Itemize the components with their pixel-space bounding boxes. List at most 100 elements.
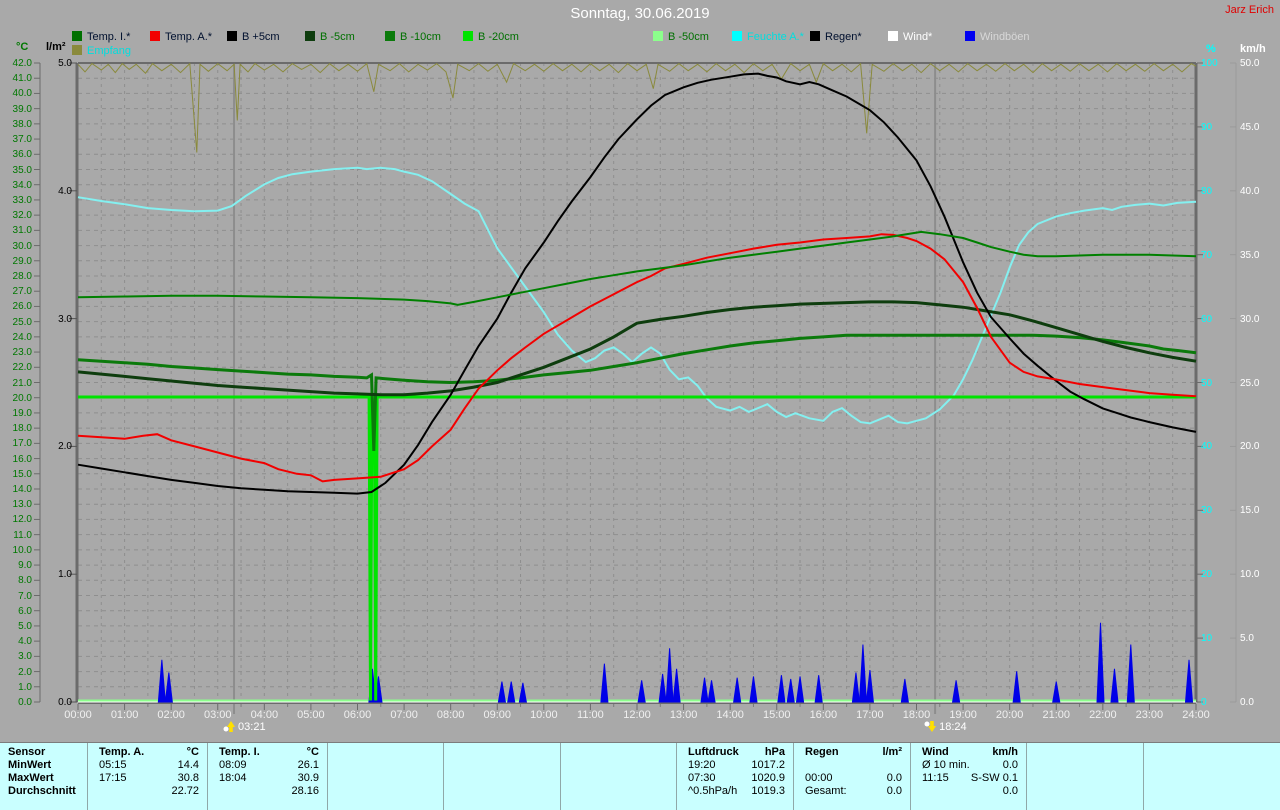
y-tick-percent: 70 bbox=[1201, 249, 1213, 261]
y-tick-celsius: 4.0 bbox=[18, 636, 32, 648]
y-tick-celsius: 32.0 bbox=[12, 210, 32, 222]
series-windb-en-spike bbox=[900, 678, 909, 703]
y-tick-lm2: 2.0 bbox=[58, 441, 72, 453]
table-header-unit: hPa bbox=[764, 746, 785, 758]
legend-item-b-50cm[interactable]: B -50cm bbox=[653, 31, 709, 43]
y-tick-celsius: 10.0 bbox=[12, 544, 32, 556]
legend-item-empfang[interactable]: Empfang bbox=[72, 45, 131, 57]
table-cell-time: 05:15 bbox=[99, 759, 127, 771]
y-tick-kmh: 15.0 bbox=[1240, 505, 1260, 517]
legend-item-regen[interactable]: Regen* bbox=[810, 31, 862, 43]
x-tick-hour: 24:00 bbox=[1182, 709, 1210, 721]
x-tick-hour: 05:00 bbox=[297, 709, 325, 721]
series-temp-i-line bbox=[77, 230, 1197, 306]
table-cell-time: ^0.5hPa/h bbox=[688, 785, 738, 797]
y-tick-kmh: 50.0 bbox=[1240, 58, 1260, 69]
table-data-row: 28.16 bbox=[207, 785, 327, 798]
table-header-name: Temp. I. bbox=[219, 746, 260, 758]
series-windb-en-spike bbox=[786, 678, 795, 703]
series-windb-en-spike bbox=[865, 669, 874, 703]
y-tick-kmh: 10.0 bbox=[1240, 569, 1260, 581]
legend-color-swatch bbox=[810, 31, 820, 41]
table-column-divider bbox=[793, 743, 794, 810]
table-cell-value: 26.1 bbox=[297, 759, 319, 771]
legend-item-temp-a[interactable]: Temp. A.* bbox=[150, 31, 212, 43]
legend-color-swatch bbox=[732, 31, 742, 41]
y-tick-celsius: 24.0 bbox=[12, 331, 32, 343]
series-b-5cm-line bbox=[77, 300, 1197, 397]
table-column-wind: Wind km/h Ø 10 min. 0.0 11:15 S-SW 0.1 0.0 bbox=[910, 743, 1026, 810]
legend-item-feuchte-a[interactable]: Feuchte A.* bbox=[732, 31, 804, 43]
table-row-label: Sensor bbox=[8, 746, 46, 758]
table-cell-value: 0.0 bbox=[1002, 785, 1018, 797]
legend-color-swatch bbox=[653, 31, 663, 41]
table-cell-value: 1019.3 bbox=[751, 785, 785, 797]
y-tick-celsius: 29.0 bbox=[12, 255, 32, 267]
series-windb-en-spike bbox=[1184, 659, 1194, 703]
x-tick-hour: 14:00 bbox=[716, 709, 744, 721]
table-cell-value: 30.9 bbox=[297, 772, 319, 784]
y-tick-celsius: 3.0 bbox=[18, 651, 32, 663]
x-tick-hour: 11:00 bbox=[577, 709, 604, 721]
table-column-header: Temp. A. °C bbox=[87, 746, 207, 759]
sunrise-icon bbox=[222, 720, 236, 734]
table-cell-value: S-SW 0.1 bbox=[970, 772, 1018, 784]
series-windb-en-spike bbox=[952, 680, 961, 703]
table-data-row: Gesamt: 0.0 bbox=[793, 785, 910, 798]
series-b-10cm-line bbox=[77, 333, 1197, 452]
x-tick-hour: 07:00 bbox=[390, 709, 418, 721]
legend-item-label: Wind* bbox=[903, 31, 933, 43]
series-windb-en-spike bbox=[600, 663, 609, 703]
legend-item-b-5cm[interactable]: B -5cm bbox=[305, 31, 355, 43]
x-tick-hour: 09:00 bbox=[483, 709, 512, 721]
y-tick-celsius: 40.0 bbox=[12, 88, 32, 100]
series-windb-en-spike bbox=[157, 659, 166, 703]
y-tick-percent: 0 bbox=[1201, 697, 1207, 708]
y-tick-percent: 100 bbox=[1201, 58, 1218, 69]
series-windb-en-spike bbox=[497, 681, 507, 703]
legend-item-b-10cm[interactable]: B -10cm bbox=[385, 31, 441, 43]
table-column-divider bbox=[560, 743, 561, 810]
y-tick-percent: 20 bbox=[1201, 569, 1213, 581]
table-cell-value: 0.0 bbox=[1002, 759, 1018, 771]
y-tick-lm2: 4.0 bbox=[58, 185, 72, 197]
table-data-row: 0.0 bbox=[910, 785, 1026, 798]
legend-color-swatch bbox=[150, 31, 160, 41]
table-cell-time: Ø 10 min. bbox=[922, 759, 970, 771]
y-tick-celsius: 37.0 bbox=[12, 134, 32, 146]
table-data-row: 05:15 14.4 bbox=[87, 759, 207, 772]
table-cell-time: 11:15 bbox=[922, 772, 949, 784]
table-data-row: 07:30 1020.9 bbox=[676, 772, 793, 785]
x-tick-hour: 16:00 bbox=[809, 709, 838, 721]
legend-item-b-20cm[interactable]: B -20cm bbox=[463, 31, 519, 43]
legend-item-b-5cm[interactable]: B +5cm bbox=[227, 31, 280, 43]
x-tick-hour: 22:00 bbox=[1089, 709, 1117, 721]
y-tick-celsius: 17.0 bbox=[12, 438, 32, 450]
table-cell-time: 17:15 bbox=[99, 772, 127, 784]
table-data-row: 19:20 1017.2 bbox=[676, 759, 793, 772]
series-windb-en-spike bbox=[665, 648, 674, 703]
y-tick-percent: 90 bbox=[1201, 121, 1213, 133]
chart-plot-area bbox=[34, 62, 1237, 714]
table-cell-value: 1017.2 bbox=[751, 759, 785, 771]
table-cell-value: 0.0 bbox=[886, 772, 902, 784]
series-windb-en-spike bbox=[707, 680, 716, 703]
table-column-temp-i-: Temp. I. °C 08:09 26.1 18:04 30.9 28.16 bbox=[207, 743, 327, 810]
x-tick-hour: 20:00 bbox=[995, 709, 1024, 721]
y-tick-celsius: 19.0 bbox=[12, 407, 32, 419]
series-windb-en-spike bbox=[700, 677, 709, 703]
legend-item-wind[interactable]: Wind* bbox=[888, 31, 932, 43]
y-tick-celsius: 14.0 bbox=[12, 484, 32, 495]
y-tick-celsius: 7.0 bbox=[18, 590, 32, 602]
table-column-header: Luftdruck hPa bbox=[676, 746, 793, 759]
sunset-icon bbox=[923, 720, 937, 734]
y-tick-celsius: 35.0 bbox=[12, 164, 32, 176]
y-tick-percent: 80 bbox=[1201, 185, 1213, 197]
legend-item-temp-i[interactable]: Temp. I.* bbox=[72, 31, 130, 43]
y-tick-celsius: 5.0 bbox=[18, 620, 32, 632]
table-column-regen: Regen l/m² 00:00 0.0 Gesamt: 0.0 bbox=[793, 743, 910, 810]
legend-item-windb-en[interactable]: Windböen bbox=[965, 31, 1030, 43]
table-row-label: MaxWert bbox=[8, 772, 54, 784]
table-cell-time: 18:04 bbox=[219, 772, 247, 784]
table-header-unit: km/h bbox=[992, 746, 1018, 758]
